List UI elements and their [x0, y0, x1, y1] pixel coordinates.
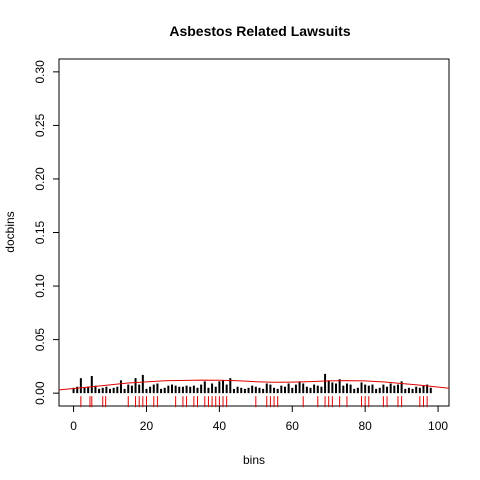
y-tick-label: 0.15: [33, 220, 47, 244]
x-axis-label: bins: [243, 453, 265, 467]
x-tick-label: 60: [286, 419, 300, 433]
y-tick-label: 0.20: [33, 167, 47, 191]
x-tick-label: 0: [70, 419, 77, 433]
density-curve-layer: [58, 379, 450, 391]
plot-frame: [58, 58, 450, 407]
y-axis: 0.00 0.05 0.10 0.15 0.20 0.25 0.30: [33, 60, 59, 405]
density-curve: [58, 379, 450, 391]
y-tick-label: 0.30: [33, 60, 47, 84]
y-tick-label: 0.05: [33, 328, 47, 352]
x-axis: 0 20 40 60 80 100: [70, 406, 448, 433]
y-axis-label: docbins: [3, 211, 17, 252]
y-tick-label: 0.00: [33, 381, 47, 405]
y-tick-label: 0.25: [33, 113, 47, 137]
rug-layer: [80, 396, 428, 408]
x-tick-label: 40: [213, 419, 227, 433]
x-tick-label: 20: [140, 419, 154, 433]
y-tick-label: 0.10: [33, 274, 47, 298]
x-tick-label: 100: [428, 419, 448, 433]
bars-layer: [72, 373, 432, 394]
x-tick-label: 80: [358, 419, 372, 433]
chart-title: Asbestos Related Lawsuits: [169, 23, 350, 39]
